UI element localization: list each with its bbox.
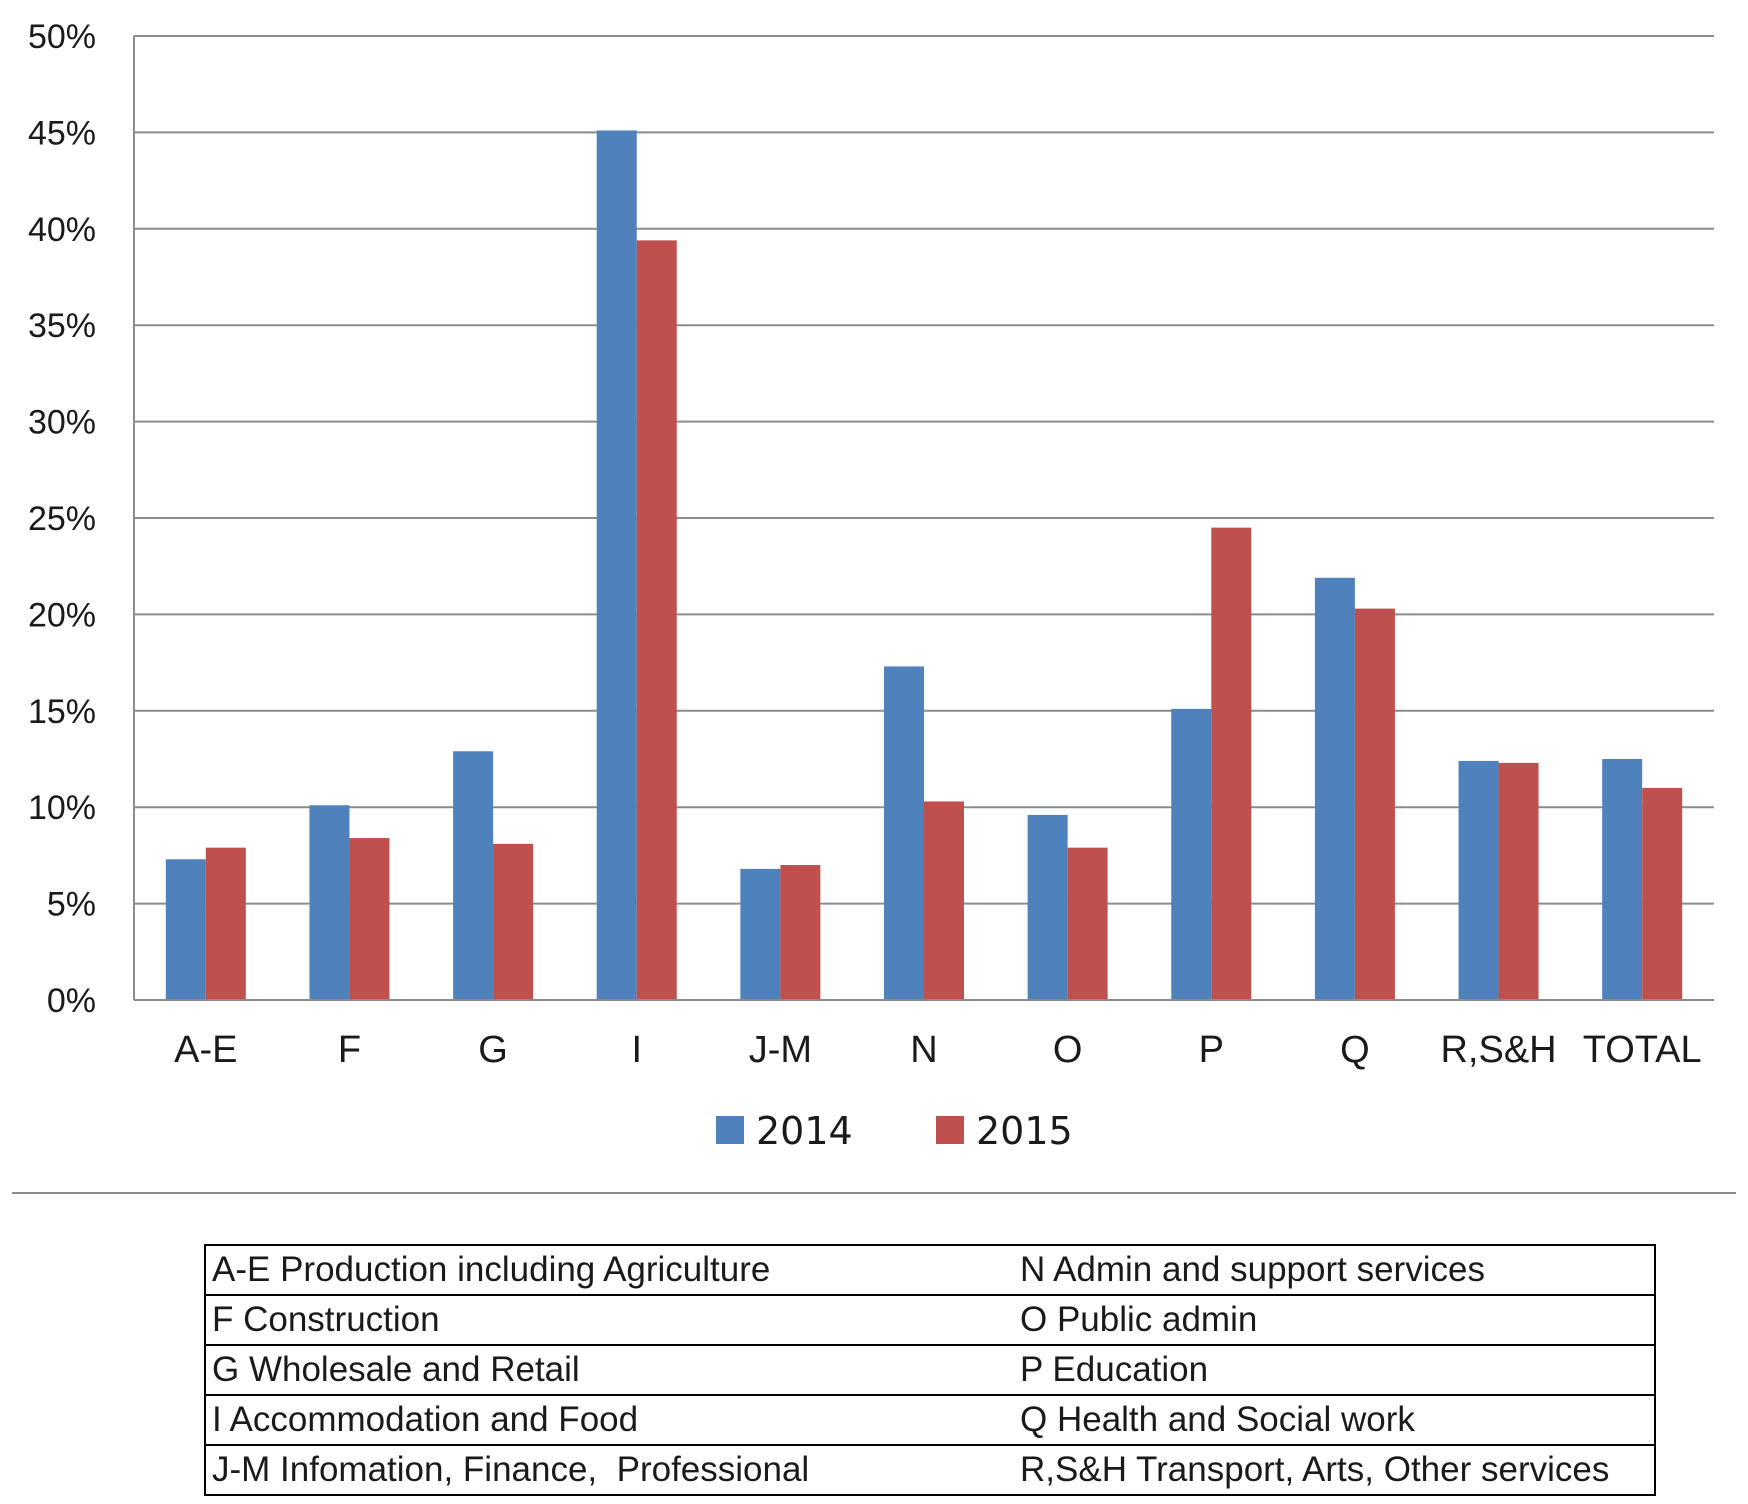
bar-2015-P — [1211, 527, 1252, 1000]
x-category-label: N — [910, 1029, 937, 1071]
table-row: J-M Infomation, Finance, Professional R,… — [204, 1444, 1656, 1496]
y-tick-label: 40% — [28, 211, 96, 249]
gridlines — [134, 35, 1714, 905]
y-tick-label: 25% — [28, 500, 96, 538]
x-category-label: I — [631, 1029, 642, 1071]
y-tick-label: 15% — [28, 693, 96, 731]
table-row: F Construction O Public admin — [204, 1294, 1656, 1346]
legend-label-2014: 2014 — [756, 1109, 853, 1153]
bar-2015-Q — [1354, 608, 1395, 1000]
bar-2014-J-M — [740, 868, 781, 1000]
x-category-label: P — [1199, 1029, 1224, 1071]
y-tick-label: 20% — [28, 596, 96, 634]
key-cell: A-E Production including Agriculture — [204, 1244, 1014, 1296]
bar-2014-N — [884, 666, 924, 1000]
legend: 2014 2015 — [716, 1109, 1073, 1153]
y-tick-label: 0% — [47, 982, 96, 1020]
bar-2014-A-E — [165, 859, 206, 1000]
x-category-label: TOTAL — [1583, 1029, 1702, 1071]
legend-swatch-2015 — [936, 1116, 964, 1144]
bar-2015-TOTAL — [1642, 787, 1683, 1000]
key-cell: G Wholesale and Retail — [204, 1344, 1014, 1396]
table-row: G Wholesale and Retail P Education — [204, 1344, 1656, 1396]
x-category-label: F — [338, 1029, 361, 1071]
table-row: I Accommodation and Food Q Health and So… — [204, 1394, 1656, 1446]
y-tick-label: 30% — [28, 404, 96, 442]
section-divider — [12, 1192, 1736, 1194]
y-tick-label: 10% — [28, 789, 96, 827]
bar-2015-R,S&H — [1498, 762, 1539, 1000]
bar-2014-I — [596, 130, 637, 1001]
bar-2014-Q — [1314, 577, 1355, 1000]
y-axis-tick-labels: 0% 5% 10% 15% 20% 25% 30% 35% 40% 45% 50% — [28, 18, 96, 1020]
bar-2014-P — [1171, 708, 1212, 1000]
bar-2015-N — [924, 801, 964, 1000]
key-cell: Q Health and Social work — [1014, 1394, 1656, 1446]
key-cell: N Admin and support services — [1014, 1244, 1656, 1296]
bar-2014-O — [1027, 814, 1068, 1000]
bar-2015-J-M — [780, 865, 821, 1000]
bars — [165, 130, 1683, 1001]
bar-2015-F — [349, 838, 390, 1000]
key-cell: R,S&H Transport, Arts, Other services — [1014, 1444, 1656, 1496]
y-tick-label: 5% — [47, 886, 96, 924]
bar-2014-G — [453, 751, 494, 1000]
y-tick-label: 50% — [28, 18, 96, 56]
bar-2015-I — [636, 240, 677, 1001]
key-cell: F Construction — [204, 1294, 1014, 1346]
category-key-table: A-E Production including Agriculture N A… — [204, 1244, 1656, 1496]
x-category-label: O — [1053, 1029, 1083, 1071]
legend-label-2015: 2015 — [976, 1109, 1073, 1153]
key-cell: P Education — [1014, 1344, 1656, 1396]
bar-2014-F — [309, 805, 350, 1000]
bar-chart: 0% 5% 10% 15% 20% 25% 30% 35% 40% 45% 50% A-E F G I J-… — [28, 18, 1714, 1153]
bar-2015-G — [493, 843, 534, 1000]
bar-2015-A-E — [205, 847, 246, 1000]
axes — [133, 36, 1714, 1001]
bar-2015-O — [1067, 847, 1108, 1000]
legend-swatch-2014 — [716, 1116, 744, 1144]
table-row: A-E Production including Agriculture N A… — [204, 1244, 1656, 1296]
x-category-label: Q — [1340, 1029, 1370, 1071]
x-category-label: A-E — [174, 1029, 237, 1071]
x-category-label: J-M — [749, 1029, 812, 1071]
x-category-label: G — [478, 1029, 508, 1071]
y-tick-label: 35% — [28, 307, 96, 345]
x-category-label: R,S&H — [1440, 1029, 1556, 1071]
bar-2014-TOTAL — [1602, 759, 1643, 1000]
y-tick-label: 45% — [28, 114, 96, 152]
bar-2014-R,S&H — [1458, 760, 1499, 1000]
key-cell: J-M Infomation, Finance, Professional — [204, 1444, 1014, 1496]
x-axis-category-labels: A-E F G I J-M N O P Q R,S&H TOTAL — [174, 1029, 1702, 1071]
key-cell: I Accommodation and Food — [204, 1394, 1014, 1446]
key-cell: O Public admin — [1014, 1294, 1656, 1346]
